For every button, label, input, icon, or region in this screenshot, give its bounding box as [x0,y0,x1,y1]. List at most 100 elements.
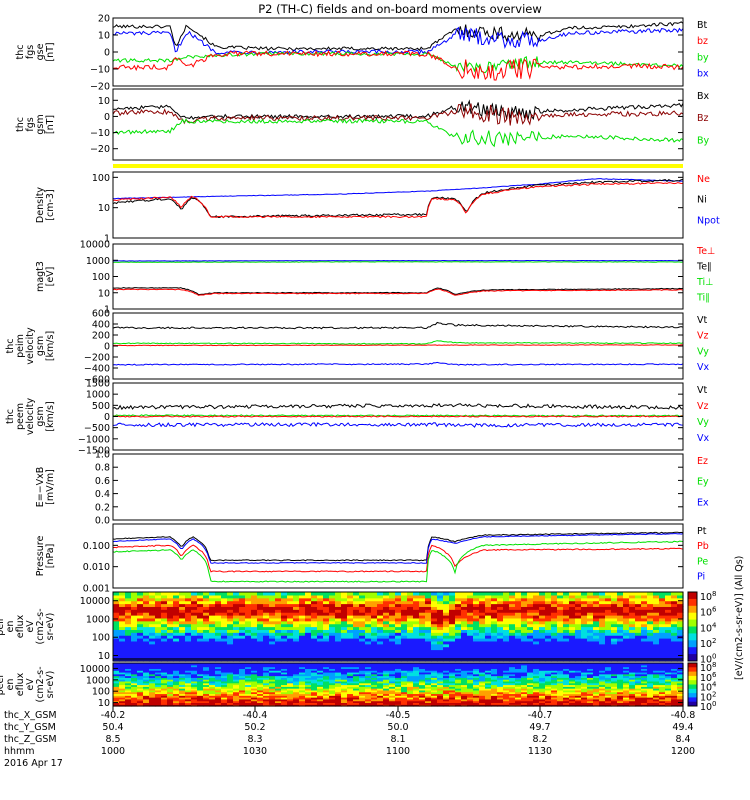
heat-cell [509,697,516,700]
heat-cell [329,680,336,684]
heat-cell [593,609,600,613]
heat-cell [119,689,126,693]
heat-cell [641,646,648,651]
heat-cell [455,646,462,651]
heat-cell [461,643,468,648]
heat-cell [515,632,522,636]
heat-cell [491,655,498,659]
heat-cell [275,680,282,684]
heat-cell [293,623,300,628]
heat-cell [545,673,552,677]
heat-cell [533,600,540,605]
heat-cell [551,698,558,702]
heat-cell [245,689,252,693]
heat-cell [371,635,378,639]
heat-cell [155,635,162,639]
heat-cell [569,666,576,669]
heat-cell [365,682,372,686]
heat-cell [281,689,288,693]
heat-cell [635,643,642,648]
heat-cell [191,682,198,686]
heat-cell [665,620,672,625]
heat-cell [677,697,684,700]
heat-cell [617,693,624,696]
heat-cell [185,688,192,691]
heat-cell [233,700,240,704]
heat-cell [599,632,606,636]
heat-cell [605,675,612,678]
heat-cell [623,698,630,702]
heat-cell [155,626,162,630]
heat-cell [617,680,624,684]
legend-entry: Ni [697,195,707,206]
heat-cell [581,649,588,653]
heat-cell [245,629,252,633]
heat-cell [161,612,168,616]
heat-cell [563,668,570,671]
heat-cell [659,646,666,651]
heat-cell [599,666,606,669]
heat-cell [197,664,204,668]
heat-cell [503,686,510,689]
heat-cell [647,670,654,673]
heat-cell [491,682,498,686]
heat-cell [677,600,684,605]
heat-cell [125,686,132,689]
heat-cell [203,632,210,636]
heat-cell [593,684,600,687]
heat-cell [473,688,480,691]
heat-cell [419,695,426,698]
heat-cell [389,677,396,680]
heat-cell [389,673,396,677]
heat-cell [365,677,372,680]
heat-cell [437,673,444,677]
heat-cell [641,649,648,653]
heat-cell [599,671,606,675]
heat-cell [293,617,300,622]
heat-cell [659,679,666,682]
heat-cell [605,649,612,653]
heat-cell [647,698,654,702]
heat-cell [173,682,180,686]
heat-cell [143,664,150,668]
xtick-label: 50.0 [387,722,408,733]
heat-cell [143,603,150,607]
heat-cell [143,680,150,684]
heat-cell [383,671,390,675]
heat-cell [233,632,240,636]
heat-cell [635,704,642,707]
heat-cell [599,680,606,684]
heat-cell [575,603,582,607]
heat-cell [635,658,642,662]
heat-cell [251,635,258,639]
ytick-label: −1000 [78,434,110,445]
heat-cell [179,606,186,610]
heat-cell [527,597,534,602]
heat-cell [659,668,666,671]
heat-cell [647,615,654,619]
heat-cell [305,668,312,671]
heat-cell [251,617,258,622]
heat-cell [551,682,558,686]
heat-cell [149,666,156,669]
heat-cell [521,697,528,700]
heat-cell [533,626,540,630]
heat-cell [557,615,564,619]
heat-cell [359,629,366,633]
heat-cell [677,620,684,625]
ylabel-line: [eV] [45,267,56,287]
heat-cell [395,646,402,651]
heat-cell [143,655,150,659]
ytick-label: 10 [98,203,110,214]
heat-cell [209,638,216,642]
heat-cell [209,691,216,695]
heat-cell [431,626,438,630]
legend-entry: Ti∥ [696,292,710,303]
heat-cell [407,594,414,599]
heat-cell [293,626,300,630]
heat-cell [425,695,432,698]
heat-cell [491,623,498,628]
heat-cell [569,649,576,653]
heat-cell [563,640,570,645]
